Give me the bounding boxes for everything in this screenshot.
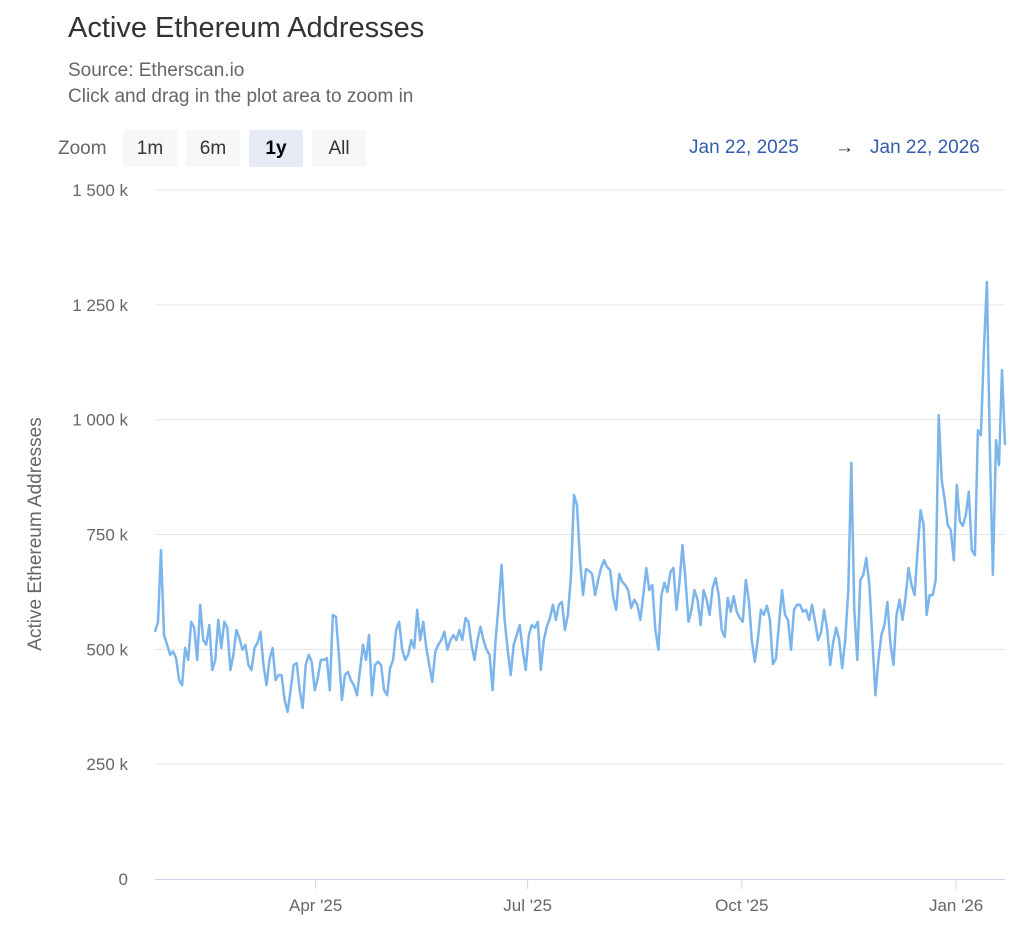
x-tick-label: Apr '25	[289, 896, 342, 915]
chart-title: Active Ethereum Addresses	[68, 12, 425, 44]
y-axis-title: Active Ethereum Addresses	[25, 417, 46, 650]
chart-source: Source: Etherscan.io	[68, 60, 245, 81]
y-tick-label: 500 k	[86, 640, 128, 659]
x-tick-label: Oct '25	[715, 896, 768, 915]
range-arrow: →	[835, 137, 854, 158]
zoom-6m-button[interactable]: 6m	[186, 130, 240, 167]
series-line	[153, 280, 1007, 714]
x-tick-label: Jul '25	[503, 896, 552, 915]
zoom-label: Zoom	[58, 138, 107, 159]
y-tick-label: 1 500 k	[72, 181, 128, 200]
chart-hint: Click and drag in the plot area to zoom …	[68, 86, 414, 107]
y-tick-label: 1 000 k	[72, 411, 128, 430]
range-to-input[interactable]: Jan 22, 2026	[870, 137, 980, 158]
y-tick-label: 750 k	[86, 526, 128, 545]
y-tick-label: 0	[119, 870, 128, 889]
y-tick-label: 250 k	[86, 755, 128, 774]
zoom-all-button[interactable]: All	[312, 130, 366, 167]
range-from-input[interactable]: Jan 22, 2025	[689, 137, 799, 158]
y-tick-label: 1 250 k	[72, 296, 128, 315]
zoom-1m-button[interactable]: 1m	[123, 130, 177, 167]
zoom-1y-button[interactable]: 1y	[249, 130, 303, 167]
x-tick-label: Jan '26	[929, 896, 983, 915]
